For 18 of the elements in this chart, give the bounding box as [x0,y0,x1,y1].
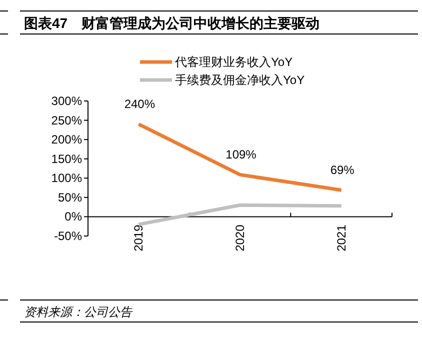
y-tick-label: 200% [51,132,82,147]
x-tick-label: 2021 [334,224,348,252]
x-tick-label: 2020 [233,224,247,252]
y-tick-label: 50% [58,190,82,204]
y-tick-label: 250% [51,113,82,128]
y-tick-label: 100% [51,171,82,186]
data-label: 69% [330,163,355,178]
legend-label: 手续费及佣金净收入YoY [175,73,305,87]
text: 资料来源：公司公告 [24,305,133,319]
chart-title: 图表47 财富管理成为公司中收增长的主要驱动 [24,15,320,31]
legend-label: 代客理财业务收入YoY [174,55,293,69]
y-tick-label: 150% [51,152,82,166]
x-tick-label: 2019 [132,224,146,252]
y-tick-label: -50% [54,229,82,243]
y-tick-label: 0% [64,210,82,224]
data-label: 240% [124,97,156,112]
data-label: 109% [226,148,257,162]
y-tick-label: 300% [51,94,82,108]
